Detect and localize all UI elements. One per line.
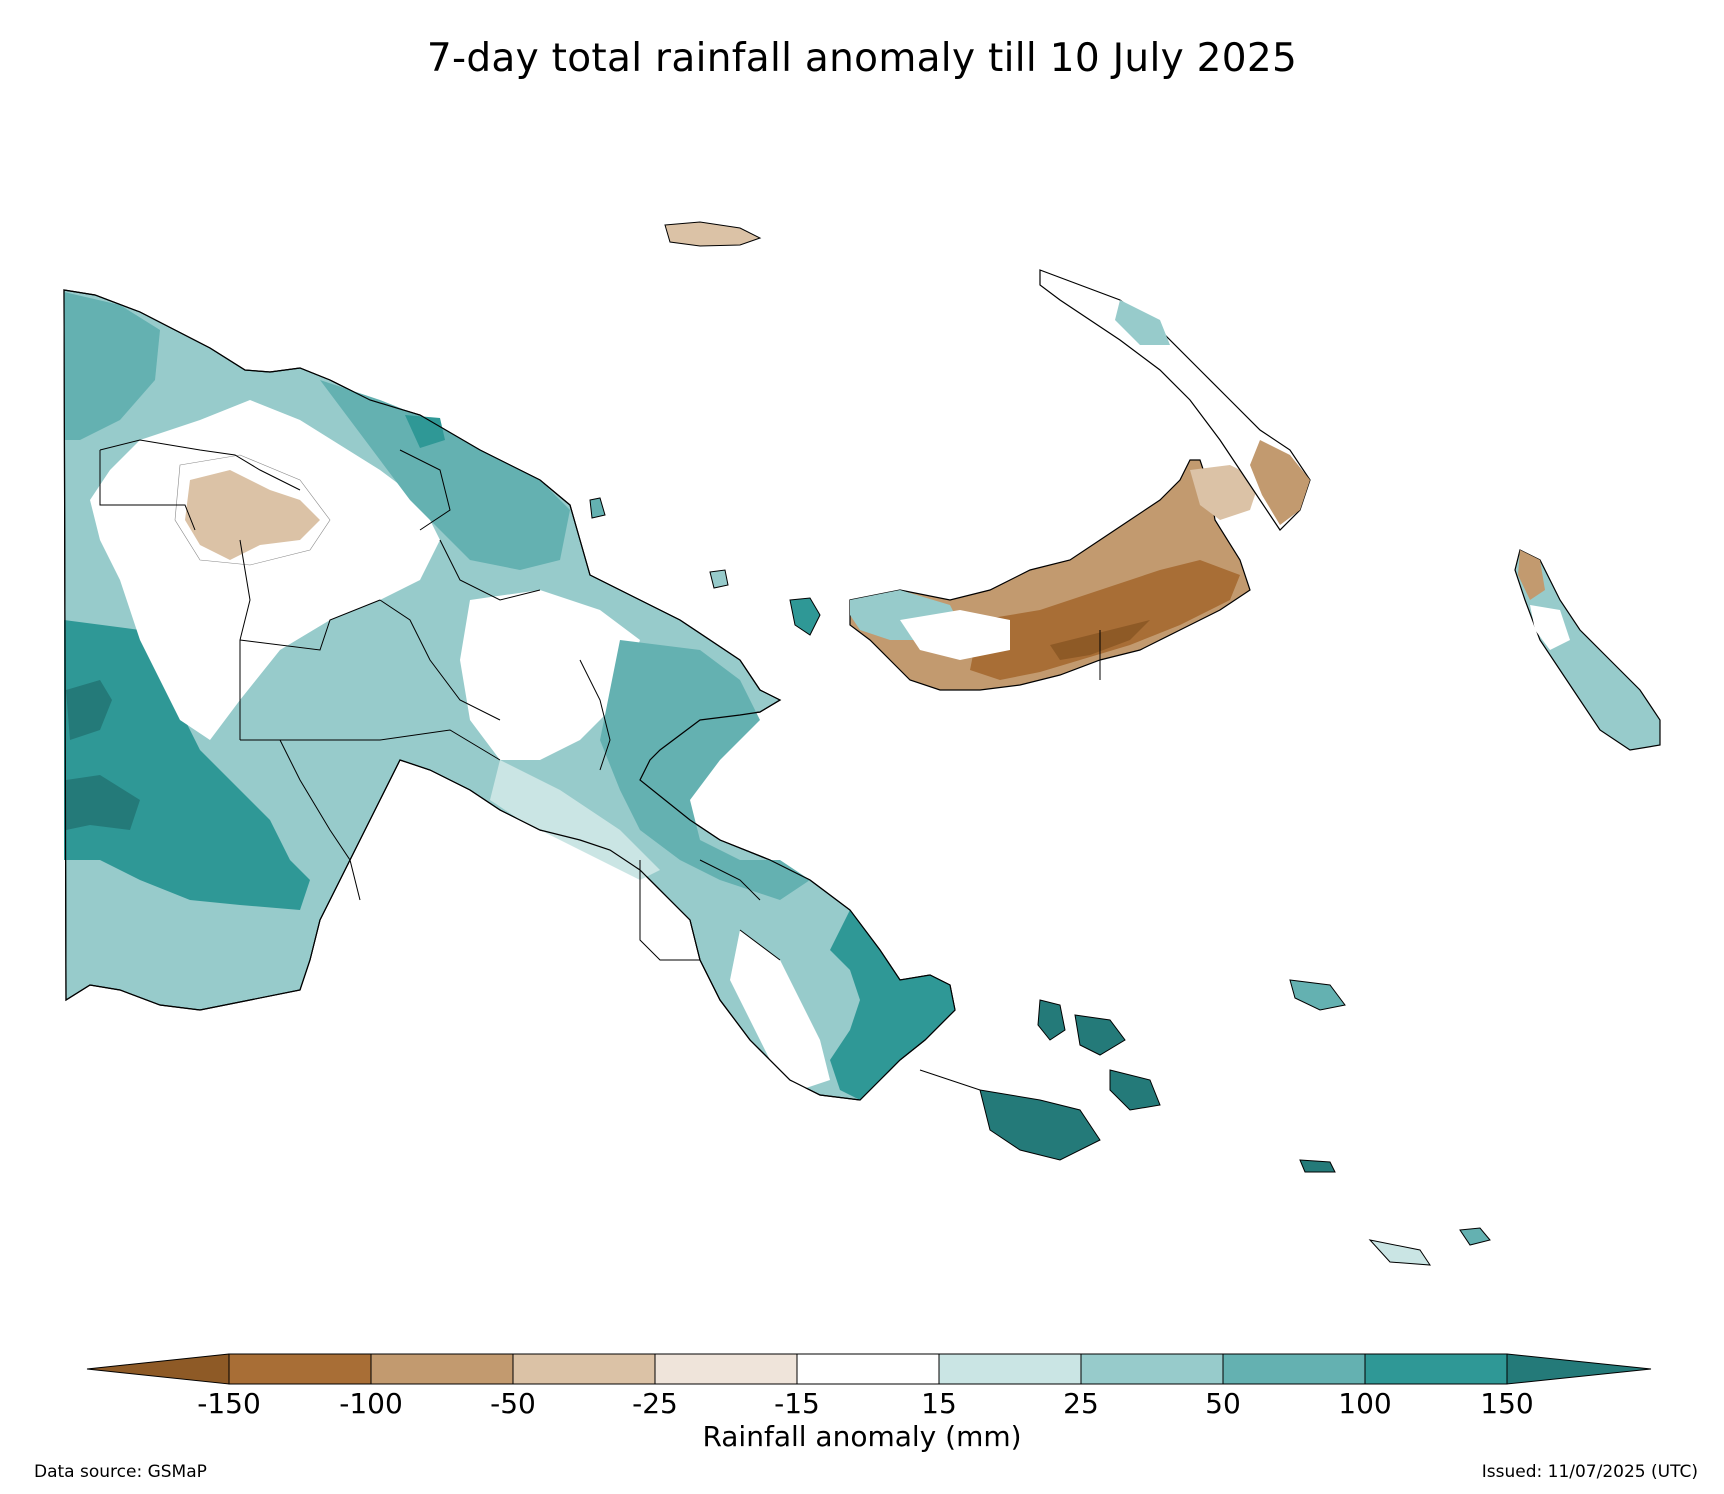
island-rossel — [1459, 1227, 1491, 1246]
colorbar-tick-label: -50 — [490, 1387, 536, 1420]
page-title: 7-day total rainfall anomaly till 10 Jul… — [426, 36, 1298, 81]
colorbar-tick-label: 25 — [1063, 1387, 1099, 1420]
colorbar-tick-label: -150 — [197, 1387, 261, 1420]
island-karkar — [789, 597, 821, 636]
colorbar-label: Rainfall anomaly (mm) — [702, 1420, 1022, 1453]
highlands-dry-patch — [185, 470, 320, 560]
wet-west-core — [66, 680, 112, 740]
island-woodlark — [1299, 1159, 1336, 1173]
new-britain-strong-dry — [970, 560, 1240, 680]
colorbar-bin — [370, 1353, 514, 1385]
colorbar-bin — [1222, 1353, 1366, 1385]
wet-north-coast-zone — [320, 380, 570, 570]
colorbar-tick-label: 15 — [921, 1387, 957, 1420]
colorbar-bins — [86, 1353, 1652, 1385]
colorbar-tick-label: -25 — [632, 1387, 678, 1420]
island-goodenough — [1037, 999, 1066, 1041]
colorbar-bin — [512, 1353, 656, 1385]
bougainville-dry-north — [1518, 550, 1545, 600]
new-ireland-wet-north — [1115, 300, 1170, 345]
bougainville-outline — [1514, 549, 1661, 751]
bougainville-island — [1514, 549, 1661, 751]
island-umboi — [589, 497, 606, 519]
wet-east-mainland-zone — [600, 640, 810, 900]
wet-peninsula-zone — [830, 910, 955, 1100]
wet-southwest-zone — [64, 620, 310, 910]
colorbar-bin — [1080, 1353, 1224, 1385]
colorbar-bin — [796, 1353, 940, 1385]
new-ireland-dry-south — [1250, 440, 1310, 525]
highlands-light-dry — [174, 454, 331, 566]
wet-southwest-core — [66, 775, 140, 830]
data-source-label: Data source: GSMaP — [34, 1462, 207, 1482]
colorbar-tick-label: -100 — [339, 1387, 403, 1420]
bougainville-normal — [1530, 605, 1570, 650]
colorbar-bin — [938, 1353, 1082, 1385]
new-britain-normal-west — [900, 610, 1010, 660]
milne-bay-islands — [589, 497, 1491, 1266]
colorbar-tick-label: 150 — [1480, 1387, 1534, 1420]
island-fergusson — [1074, 1014, 1126, 1056]
colorbar-tick-label: 50 — [1205, 1387, 1241, 1420]
lowland-normal-zone — [460, 590, 640, 760]
issued-date-label: Issued: 11/07/2025 (UTC) — [1481, 1462, 1698, 1482]
island-long — [709, 569, 729, 589]
gulf-normal-strip — [490, 760, 660, 880]
new-ireland-island — [1039, 269, 1311, 531]
manus-island — [664, 221, 762, 247]
island-normanby — [1109, 1069, 1161, 1111]
colorbar-tick-label: 100 — [1338, 1387, 1392, 1420]
province-boundaries — [99, 439, 981, 1091]
new-britain-light-dry-north — [1190, 465, 1260, 520]
colorbar-bin — [1364, 1353, 1508, 1385]
island-sudest — [1368, 1239, 1431, 1266]
colorbar-under-extension — [86, 1353, 230, 1385]
mainland-coastline — [63, 289, 956, 1101]
wet-peninsula-tip — [979, 1089, 1101, 1161]
wet-northwest-zone — [64, 292, 160, 440]
new-britain-island — [849, 459, 1260, 691]
new-ireland-outline — [1039, 269, 1311, 531]
peninsula-central-normal — [730, 930, 830, 1090]
mainland-new-guinea — [63, 289, 1101, 1161]
colorbar-bin — [654, 1353, 798, 1385]
colorbar-tick-label: -15 — [774, 1387, 820, 1420]
colorbar-bin — [228, 1353, 372, 1385]
colorbar-over-extension — [1506, 1353, 1652, 1385]
island-trobriand — [1289, 979, 1346, 1011]
highlands-normal-zone — [90, 400, 440, 740]
